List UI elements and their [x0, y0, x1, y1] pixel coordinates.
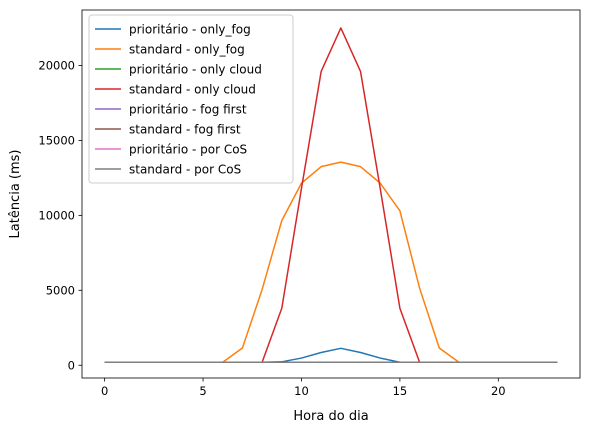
- x-axis-label: Hora do dia: [293, 409, 368, 424]
- x-axis: 0 5 10 15 20: [101, 378, 506, 398]
- x-tick-label: 20: [491, 384, 506, 398]
- plot-frame: [81, 9, 581, 379]
- x-tick-label: 15: [393, 384, 408, 398]
- legend-label: standard - only cloud: [129, 83, 256, 97]
- y-axis-label: Latência (ms): [8, 150, 23, 239]
- series-layer: [104, 27, 558, 364]
- x-tick-label: 0: [101, 384, 108, 398]
- legend-label: standard - only_fog: [129, 43, 245, 57]
- legend-label: prioritário - only_fog: [129, 23, 251, 37]
- legend-label: standard - fog first: [129, 123, 241, 137]
- legend-label: prioritário - por CoS: [129, 143, 247, 157]
- legend-label: standard - por CoS: [129, 163, 241, 177]
- y-tick-label: 5000: [46, 283, 75, 297]
- y-tick-label: 0: [68, 358, 75, 372]
- y-tick-label: 20000: [38, 58, 75, 72]
- y-axis: 0 5000 10000 15000 20000: [38, 58, 82, 372]
- legend-label: prioritário - only cloud: [129, 63, 262, 77]
- x-tick-label: 5: [199, 384, 206, 398]
- legend-label: prioritário - fog first: [129, 103, 247, 117]
- y-tick-label: 15000: [38, 133, 75, 147]
- legend: prioritário - only_fog standard - only_fo…: [88, 14, 294, 184]
- legend-box: [88, 14, 294, 184]
- y-tick-label: 10000: [38, 208, 75, 222]
- x-tick-label: 10: [294, 384, 309, 398]
